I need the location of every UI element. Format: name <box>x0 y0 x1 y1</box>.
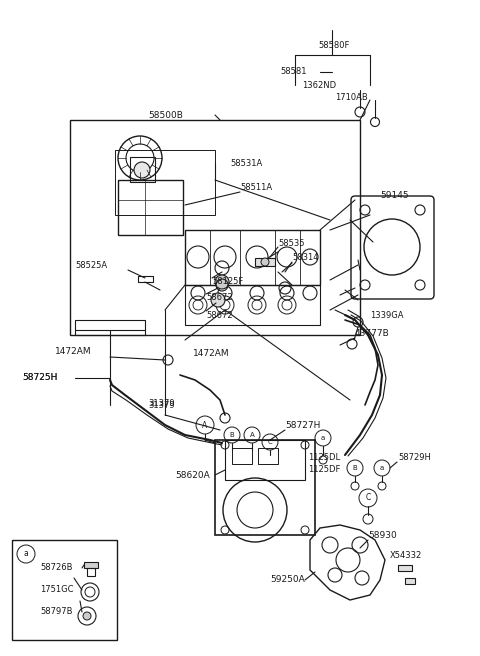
Text: 59145: 59145 <box>380 190 408 199</box>
Text: 58500B: 58500B <box>148 110 183 119</box>
Text: 58930: 58930 <box>368 531 397 539</box>
Bar <box>70 120 360 335</box>
Text: B: B <box>229 432 234 438</box>
Text: 1472AM: 1472AM <box>193 348 229 358</box>
Text: 58535: 58535 <box>278 239 304 247</box>
Bar <box>255 258 275 266</box>
Bar <box>75 320 145 335</box>
Bar <box>138 276 153 282</box>
Text: 1125DL: 1125DL <box>308 453 340 462</box>
Text: C: C <box>365 493 371 502</box>
Bar <box>118 180 183 235</box>
Bar <box>185 285 320 325</box>
Text: 58725H: 58725H <box>22 373 58 382</box>
Text: 58511A: 58511A <box>240 184 272 192</box>
Text: 1339GA: 1339GA <box>370 310 404 319</box>
Bar <box>258 448 278 464</box>
Bar <box>12 540 117 640</box>
Circle shape <box>83 612 91 620</box>
Text: 58580F: 58580F <box>318 41 349 51</box>
Text: 58729H: 58729H <box>398 453 431 462</box>
Text: 58672: 58672 <box>206 310 233 319</box>
Text: 58726B: 58726B <box>40 564 72 573</box>
Text: A: A <box>203 420 208 430</box>
Text: X54332: X54332 <box>390 550 422 560</box>
Bar <box>87 568 95 576</box>
Bar <box>398 565 412 571</box>
Text: 1751GC: 1751GC <box>40 586 73 594</box>
Text: 58727H: 58727H <box>285 420 320 430</box>
Text: 31379: 31379 <box>148 401 175 409</box>
Text: a: a <box>24 550 28 558</box>
Circle shape <box>261 258 269 266</box>
Bar <box>215 440 315 535</box>
Circle shape <box>211 293 225 307</box>
Text: 1472AM: 1472AM <box>55 348 92 356</box>
Text: B: B <box>353 465 358 471</box>
Text: 1125DF: 1125DF <box>308 466 340 474</box>
Bar <box>130 157 155 182</box>
Text: 1710AB: 1710AB <box>335 94 368 102</box>
Circle shape <box>215 275 229 289</box>
Bar <box>84 562 98 568</box>
Text: 58672: 58672 <box>206 293 233 302</box>
Bar <box>115 150 215 215</box>
Text: 58581: 58581 <box>280 68 307 77</box>
Text: 58725H: 58725H <box>22 373 58 382</box>
Circle shape <box>134 162 150 178</box>
Bar <box>232 448 252 464</box>
Text: A: A <box>250 432 254 438</box>
Text: C: C <box>268 439 272 445</box>
Bar <box>185 230 320 285</box>
Text: 58125F: 58125F <box>212 277 243 287</box>
Text: a: a <box>380 465 384 471</box>
Text: 58620A: 58620A <box>175 470 210 480</box>
Bar <box>225 440 305 480</box>
Text: a: a <box>321 435 325 441</box>
Text: 58797B: 58797B <box>40 607 72 617</box>
Text: 58531A: 58531A <box>230 159 262 167</box>
Text: 43777B: 43777B <box>355 329 390 337</box>
Text: 31379: 31379 <box>148 398 175 407</box>
Text: 58314: 58314 <box>292 253 319 262</box>
Text: 1362ND: 1362ND <box>302 81 336 89</box>
Text: 59250A: 59250A <box>270 575 305 584</box>
Bar <box>405 578 415 584</box>
Text: 58525A: 58525A <box>75 260 107 270</box>
